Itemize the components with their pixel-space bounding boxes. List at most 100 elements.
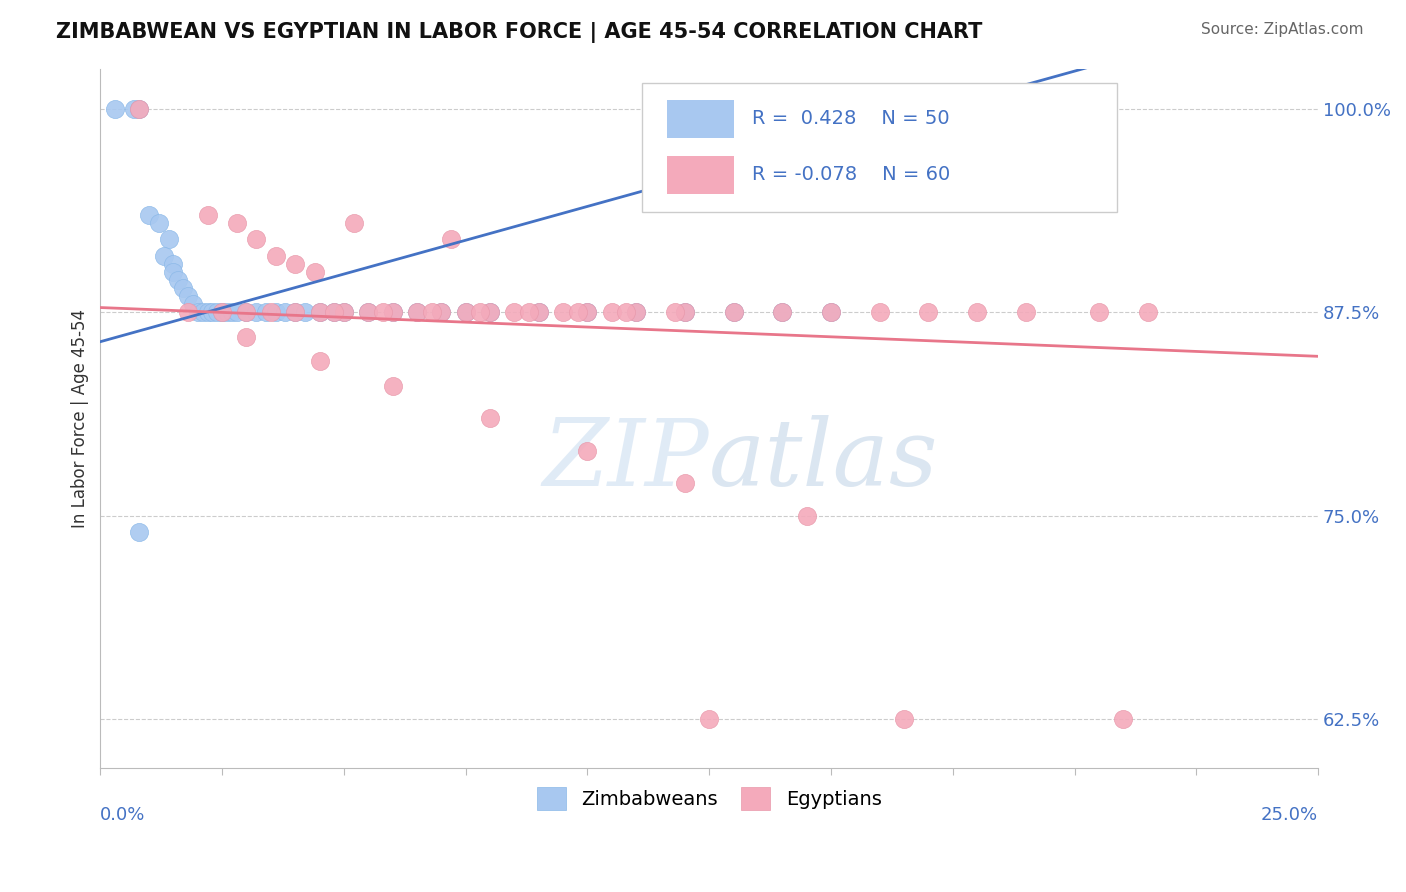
- Point: [966, 305, 988, 319]
- Point: [167, 273, 190, 287]
- Text: R =  0.428    N = 50: R = 0.428 N = 50: [752, 110, 949, 128]
- Point: [479, 411, 502, 425]
- Point: [893, 712, 915, 726]
- Point: [181, 297, 204, 311]
- Point: [207, 305, 229, 319]
- Text: atlas: atlas: [709, 415, 939, 505]
- Point: [869, 305, 891, 319]
- Point: [454, 305, 477, 319]
- Point: [235, 330, 257, 344]
- Point: [284, 257, 307, 271]
- Point: [177, 305, 200, 319]
- Text: 25.0%: 25.0%: [1261, 806, 1319, 824]
- Point: [138, 208, 160, 222]
- Point: [333, 305, 356, 319]
- Point: [1088, 305, 1111, 319]
- Point: [187, 305, 209, 319]
- Text: 0.0%: 0.0%: [100, 806, 146, 824]
- Point: [284, 305, 307, 319]
- Point: [723, 305, 745, 319]
- Point: [673, 305, 696, 319]
- Point: [406, 305, 429, 319]
- Point: [235, 305, 257, 319]
- Point: [406, 305, 429, 319]
- Point: [128, 102, 150, 116]
- Point: [381, 378, 404, 392]
- Point: [723, 305, 745, 319]
- Point: [616, 305, 638, 319]
- Point: [576, 443, 599, 458]
- Point: [211, 305, 233, 319]
- Point: [274, 305, 297, 319]
- Point: [284, 305, 307, 319]
- Point: [333, 305, 356, 319]
- Point: [624, 305, 647, 319]
- Point: [796, 508, 818, 523]
- Point: [260, 305, 283, 319]
- Point: [162, 265, 184, 279]
- Y-axis label: In Labor Force | Age 45-54: In Labor Force | Age 45-54: [72, 309, 89, 527]
- Point: [221, 305, 243, 319]
- Point: [381, 305, 404, 319]
- Point: [420, 305, 443, 319]
- Point: [215, 305, 238, 319]
- Point: [157, 232, 180, 246]
- Point: [128, 524, 150, 539]
- Bar: [666, 156, 734, 194]
- Text: ZIMBABWEAN VS EGYPTIAN IN LABOR FORCE | AGE 45-54 CORRELATION CHART: ZIMBABWEAN VS EGYPTIAN IN LABOR FORCE | …: [56, 22, 983, 44]
- Point: [576, 305, 599, 319]
- Point: [254, 305, 277, 319]
- Point: [770, 305, 793, 319]
- Point: [177, 289, 200, 303]
- Point: [124, 102, 146, 116]
- Point: [235, 305, 257, 319]
- Point: [470, 305, 492, 319]
- Point: [191, 305, 214, 319]
- Point: [664, 305, 686, 319]
- Point: [527, 305, 550, 319]
- Text: ZIP: ZIP: [543, 415, 709, 505]
- Point: [430, 305, 453, 319]
- Point: [148, 216, 170, 230]
- Point: [1015, 305, 1038, 319]
- Point: [308, 305, 330, 319]
- Point: [454, 305, 477, 319]
- Point: [567, 305, 589, 319]
- Point: [104, 102, 127, 116]
- Point: [304, 265, 326, 279]
- Point: [770, 305, 793, 319]
- Point: [600, 305, 623, 319]
- Point: [371, 305, 394, 319]
- Point: [225, 305, 247, 319]
- Point: [624, 305, 647, 319]
- Point: [162, 257, 184, 271]
- Point: [152, 248, 174, 262]
- Point: [697, 712, 720, 726]
- Point: [245, 232, 267, 246]
- Point: [1136, 305, 1159, 319]
- Point: [323, 305, 346, 319]
- Point: [128, 102, 150, 116]
- Text: Source: ZipAtlas.com: Source: ZipAtlas.com: [1201, 22, 1364, 37]
- Point: [211, 305, 233, 319]
- Point: [308, 354, 330, 368]
- Point: [430, 305, 453, 319]
- Legend: Zimbabweans, Egyptians: Zimbabweans, Egyptians: [529, 780, 890, 817]
- Point: [820, 305, 842, 319]
- Point: [517, 305, 540, 319]
- Point: [308, 305, 330, 319]
- Point: [527, 305, 550, 319]
- Point: [197, 208, 219, 222]
- FancyBboxPatch shape: [643, 82, 1118, 212]
- Point: [245, 305, 267, 319]
- Point: [172, 281, 194, 295]
- Point: [820, 305, 842, 319]
- Point: [917, 305, 939, 319]
- Point: [357, 305, 380, 319]
- Point: [576, 305, 599, 319]
- Point: [294, 305, 316, 319]
- Point: [264, 305, 287, 319]
- Point: [381, 305, 404, 319]
- Point: [553, 305, 575, 319]
- Point: [440, 232, 463, 246]
